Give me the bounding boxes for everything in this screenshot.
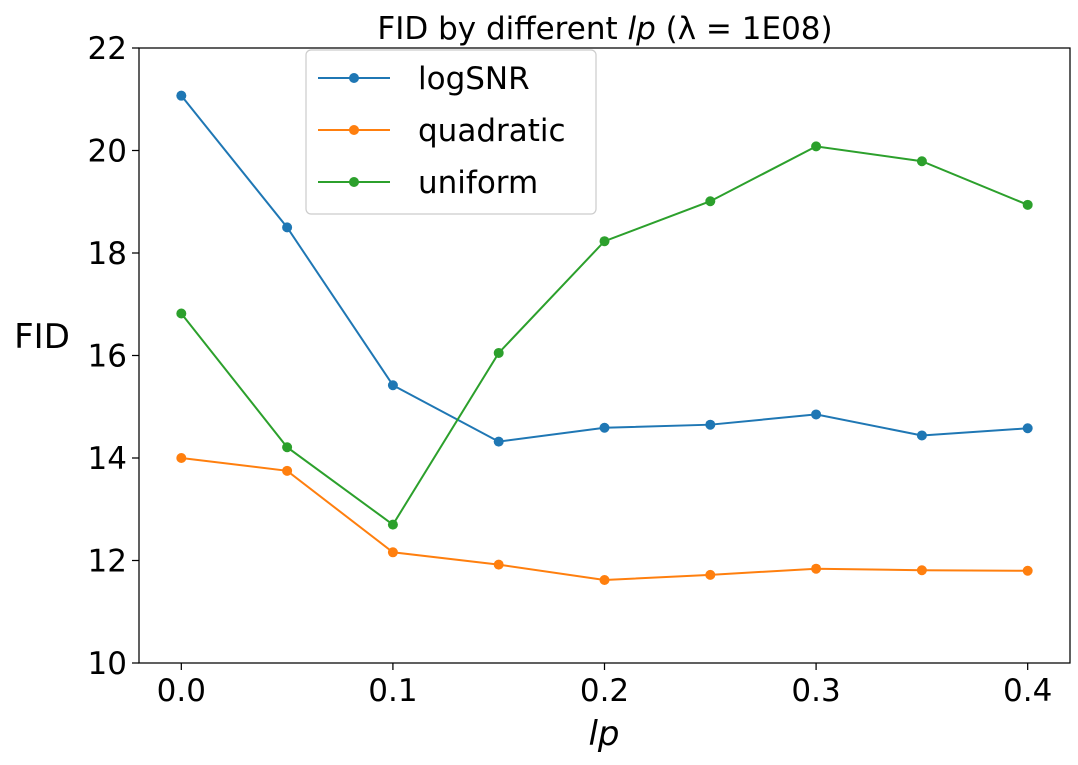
data-point-logSNR bbox=[705, 419, 716, 430]
y-axis-title: FID bbox=[14, 317, 70, 357]
data-point-logSNR bbox=[916, 430, 927, 441]
x-tick-label: 0.4 bbox=[1003, 673, 1052, 709]
data-point-uniform bbox=[705, 196, 716, 207]
legend-label-quadratic: quadratic bbox=[418, 113, 566, 149]
data-point-quadratic bbox=[282, 465, 293, 476]
legend-items: logSNR quadratic uniform bbox=[318, 61, 566, 201]
data-point-logSNR bbox=[811, 409, 822, 420]
x-tick-label: 0.2 bbox=[580, 673, 629, 709]
legend-marker-quadratic bbox=[349, 125, 359, 135]
chart-title-variable: lp bbox=[627, 11, 655, 47]
y-tick-label: 20 bbox=[88, 134, 127, 170]
data-point-quadratic bbox=[916, 565, 927, 576]
x-axis-title: lp bbox=[588, 714, 619, 754]
data-point-uniform bbox=[176, 308, 187, 319]
chart-title-suffix: (λ = 1E08) bbox=[656, 11, 833, 47]
data-point-uniform bbox=[1022, 199, 1033, 210]
y-tick-label: 12 bbox=[88, 544, 127, 580]
data-point-quadratic bbox=[387, 547, 398, 558]
x-tick-label: 0.1 bbox=[368, 673, 417, 709]
y-tick-label: 14 bbox=[88, 441, 127, 477]
x-tick-label: 0.3 bbox=[791, 673, 840, 709]
y-tick-label: 10 bbox=[88, 646, 127, 682]
legend-marker-uniform bbox=[349, 177, 359, 187]
data-point-logSNR bbox=[176, 90, 187, 101]
data-point-logSNR bbox=[493, 436, 504, 447]
x-axis-ticks: 0.0 0.1 0.2 0.3 0.4 bbox=[157, 663, 1052, 709]
legend-marker-logSNR bbox=[349, 73, 359, 83]
legend-label-uniform: uniform bbox=[418, 165, 538, 201]
data-point-uniform bbox=[493, 347, 504, 358]
data-point-uniform bbox=[599, 236, 610, 247]
data-point-quadratic bbox=[176, 453, 187, 463]
data-point-uniform bbox=[282, 442, 293, 453]
data-point-uniform bbox=[916, 156, 927, 167]
y-tick-label: 18 bbox=[88, 236, 127, 272]
y-axis-ticks: 10 12 14 16 18 20 22 bbox=[88, 31, 139, 682]
data-point-quadratic bbox=[493, 559, 504, 570]
legend-box bbox=[305, 49, 597, 215]
chart-title-prefix: FID by different bbox=[377, 11, 627, 47]
y-tick-label: 16 bbox=[88, 339, 127, 375]
legend-label-logSNR: logSNR bbox=[418, 61, 530, 97]
chart-title: FID by different lp (λ = 1E08) bbox=[377, 11, 832, 47]
data-point-quadratic bbox=[1022, 565, 1033, 576]
data-point-quadratic bbox=[705, 569, 716, 580]
data-point-quadratic bbox=[811, 563, 822, 574]
data-point-uniform bbox=[387, 519, 398, 530]
plot-points bbox=[176, 90, 1033, 585]
data-point-logSNR bbox=[282, 222, 293, 233]
data-point-logSNR bbox=[387, 380, 398, 391]
data-point-quadratic bbox=[599, 574, 610, 585]
data-point-uniform bbox=[811, 141, 822, 152]
y-tick-label: 22 bbox=[88, 31, 127, 67]
legend: logSNR quadratic uniform bbox=[305, 49, 597, 215]
data-point-logSNR bbox=[599, 422, 610, 433]
x-tick-label: 0.0 bbox=[157, 673, 206, 709]
data-point-logSNR bbox=[1022, 423, 1033, 434]
